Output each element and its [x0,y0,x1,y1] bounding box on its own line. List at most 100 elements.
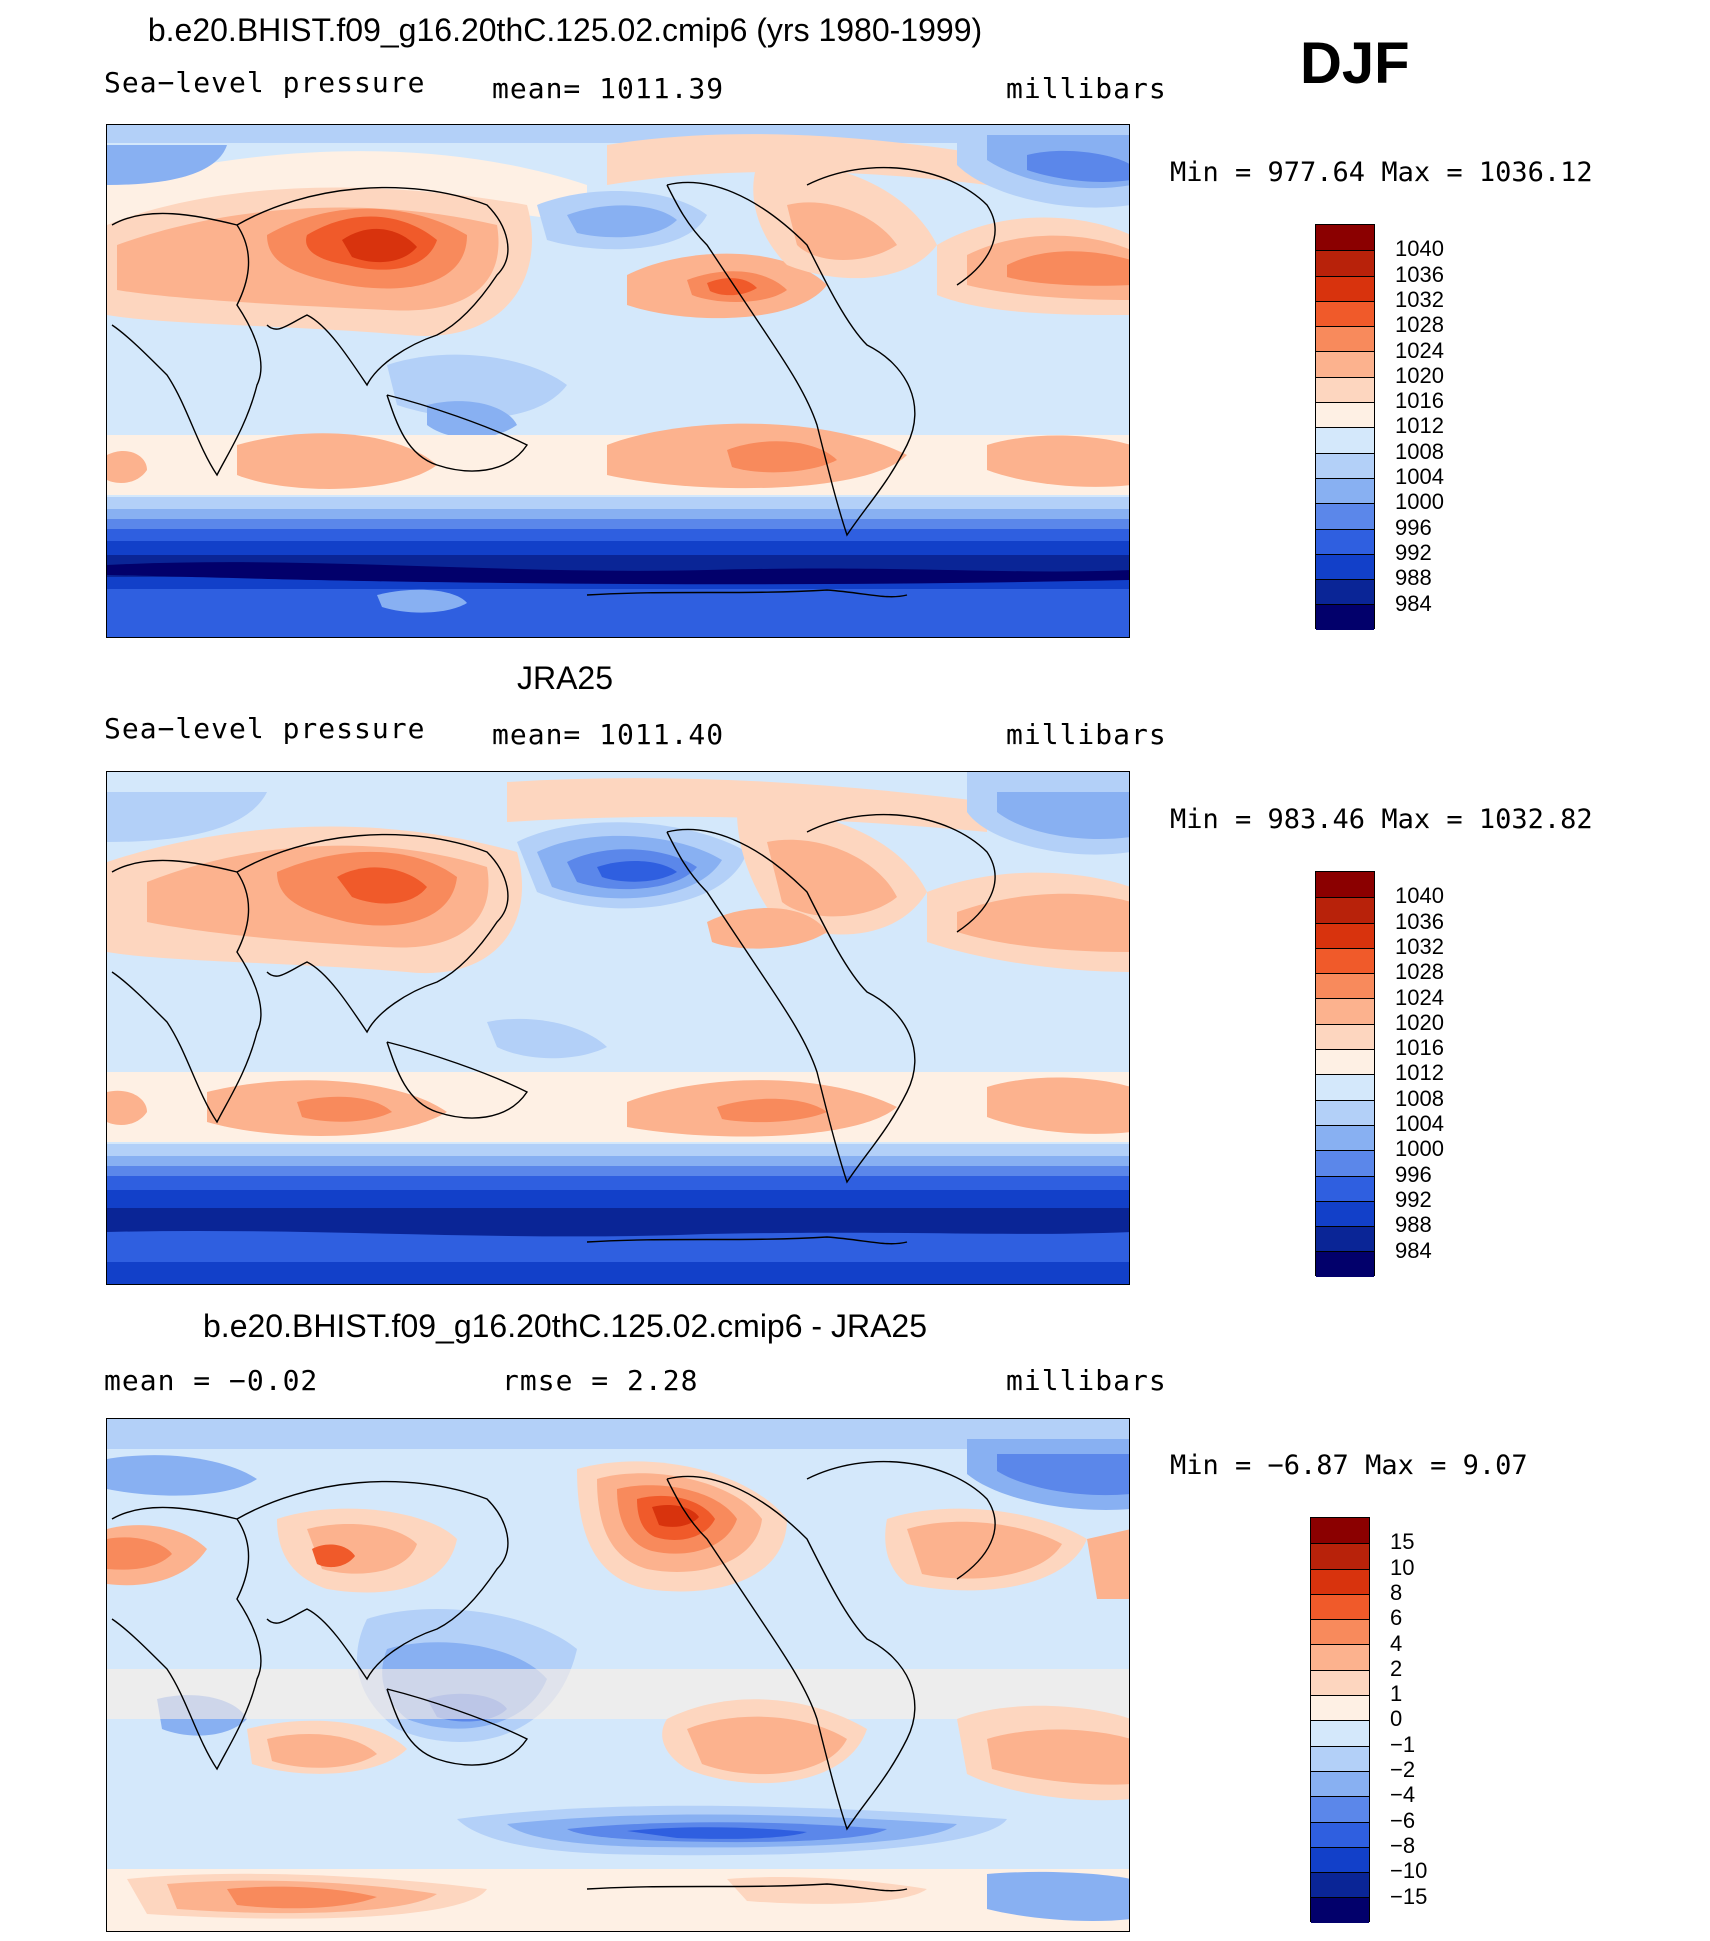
colorbar-swatch [1311,1619,1369,1645]
colorbar-tick-label: 6 [1390,1605,1403,1631]
colorbar-swatch [1316,1023,1374,1050]
colorbar-tick-label: −2 [1390,1757,1416,1782]
season-label: DJF [1300,31,1410,96]
slp-map-model [106,124,1130,638]
colorbar-tick-label: 984 [1395,1237,1432,1263]
colorbar-tick-label: −8 [1390,1832,1416,1858]
colorbar-swatch [1316,973,1374,999]
colorbar-tick-label: 1040 [1395,236,1444,262]
colorbar-tick-label: 1028 [1395,312,1444,338]
colorbar-tick-label: 10 [1390,1554,1415,1580]
colorbar-tick-label: −1 [1390,1731,1416,1757]
slp-map-obs [106,771,1130,1285]
colorbar-swatch [1316,1150,1374,1176]
colorbar-swatch [1316,1049,1374,1075]
variable-label: Sea−level pressure [104,66,426,99]
mean-label: mean= 1011.39 [492,72,725,105]
colorbar-tick-label: 984 [1395,590,1432,616]
colorbar-swatch [1316,275,1374,301]
colorbar-tick-label: 988 [1395,1212,1432,1238]
colorbar-swatch [1316,225,1374,251]
colorbar-tick-label: 1020 [1395,1009,1444,1035]
colorbar-tick-label: 1032 [1395,286,1444,312]
colorbar-tick-label: 1016 [1395,388,1444,414]
units-label: millibars [1006,1364,1167,1397]
colorbar-tick-label: 1012 [1395,1060,1444,1086]
colorbar-tick-label: 1016 [1395,1035,1444,1061]
rmse-label: rmse = 2.28 [502,1364,699,1397]
colorbar-tick-label: 1 [1390,1681,1403,1707]
colorbar-tick-label: 1000 [1395,489,1444,515]
colorbar-swatch [1316,1226,1374,1252]
colorbar-tick-label: −6 [1390,1807,1416,1833]
colorbar-swatch [1316,1200,1374,1227]
colorbar-swatch [1311,1518,1369,1544]
colorbar-tick-label: 1008 [1395,438,1444,464]
colorbar-tick-label: 2 [1390,1655,1403,1681]
colorbar-swatch [1316,553,1374,580]
colorbar-swatch [1316,604,1374,630]
colorbar-swatch [1311,1897,1369,1923]
colorbar-swatch [1311,1796,1369,1822]
colorbar-swatch [1316,326,1374,352]
panel-title: JRA25 [516,660,614,696]
colorbar-swatch [1311,1593,1369,1620]
colorbar-tick-label: 992 [1395,539,1432,565]
colorbar-swatch [1311,1770,1369,1797]
colorbar-tick-label: −10 [1390,1858,1428,1884]
panel-title: b.e20.BHIST.f09_g16.20thC.125.02.cmip6 -… [203,1308,927,1344]
colorbar-swatch [1316,1124,1374,1151]
variable-label: Sea−level pressure [104,712,426,745]
colorbar [1310,1517,1370,1923]
colorbar-tick-label: 0 [1390,1706,1403,1732]
units-label: millibars [1006,718,1167,751]
colorbar-swatch [1316,503,1374,529]
mean-label: mean = −0.02 [104,1364,319,1397]
colorbar-swatch [1316,477,1374,504]
colorbar-tick-label: 8 [1390,1579,1403,1605]
mean-label: mean= 1011.40 [492,718,725,751]
colorbar-tick-label: 1036 [1395,908,1444,934]
colorbar-swatch [1311,1821,1369,1847]
colorbar-tick-label: −4 [1390,1782,1416,1808]
min-max-label: Min = 977.64 Max = 1036.12 [1170,157,1593,188]
colorbar-tick-label: 1004 [1395,464,1444,489]
colorbar-swatch [1311,1568,1369,1594]
colorbar-tick-label: 1008 [1395,1085,1444,1111]
colorbar-swatch [1316,897,1374,923]
colorbar-swatch [1316,922,1374,948]
colorbar-swatch [1316,1251,1374,1277]
colorbar-tick-label: 1040 [1395,883,1444,909]
colorbar [1315,224,1375,630]
panel-title: b.e20.BHIST.f09_g16.20thC.125.02.cmip6 (… [147,12,983,48]
colorbar-swatch [1311,1669,1369,1696]
colorbar-swatch [1316,402,1374,428]
slp-map-difference [106,1418,1130,1932]
colorbar-tick-label: 1004 [1395,1111,1444,1136]
colorbar-tick-label: −15 [1390,1883,1428,1909]
colorbar-tick-label: 1020 [1395,362,1444,388]
colorbar-tick-label: 1024 [1395,984,1444,1010]
colorbar-swatch [1316,300,1374,327]
colorbar-tick-label: 1000 [1395,1136,1444,1162]
min-max-label: Min = 983.46 Max = 1032.82 [1170,804,1593,835]
colorbar-swatch [1311,1720,1369,1746]
colorbar-swatch [1316,250,1374,276]
colorbar-swatch [1311,1846,1369,1873]
colorbar-swatch [1316,452,1374,478]
colorbar-tick-label: 1012 [1395,413,1444,439]
colorbar-swatch [1316,427,1374,453]
colorbar-tick-label: 1032 [1395,933,1444,959]
colorbar-swatch [1316,1175,1374,1201]
colorbar-swatch [1316,528,1374,554]
colorbar-tick-label: 992 [1395,1186,1432,1212]
colorbar-tick-label: 15 [1390,1529,1415,1555]
colorbar-swatch [1316,579,1374,605]
colorbar-swatch [1311,1745,1369,1771]
colorbar-tick-label: 996 [1395,514,1432,540]
colorbar-tick-label: 1028 [1395,959,1444,985]
colorbar-swatch [1316,351,1374,377]
colorbar-tick-label: 996 [1395,1161,1432,1187]
colorbar-swatch [1316,1074,1374,1100]
colorbar-swatch [1311,1872,1369,1898]
